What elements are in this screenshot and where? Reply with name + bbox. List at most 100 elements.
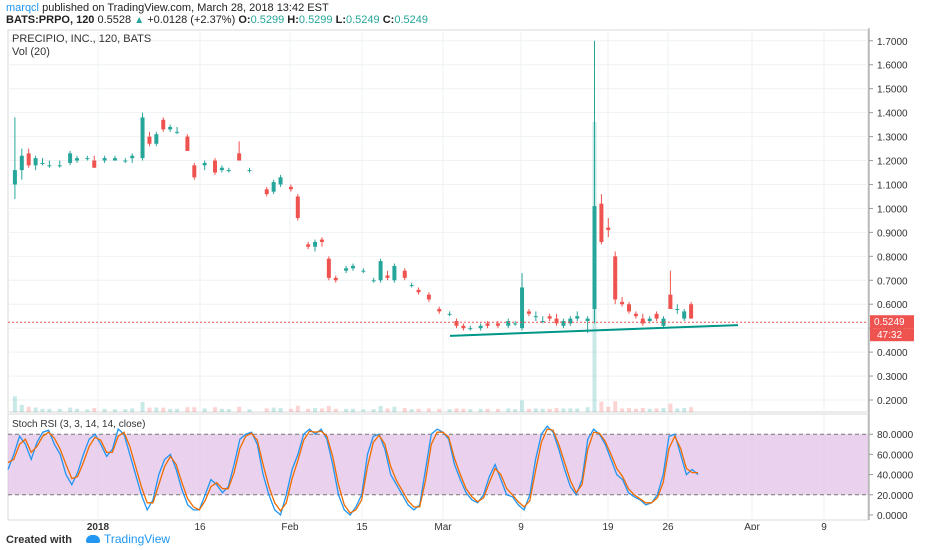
- candle-body: [19, 155, 24, 171]
- candle-body: [526, 311, 531, 314]
- time-badge-bg: [870, 328, 914, 342]
- candle-body: [130, 155, 135, 159]
- volume-bar: [40, 408, 45, 412]
- candle-body: [226, 170, 231, 172]
- candle-body: [319, 239, 324, 242]
- candle-body: [12, 170, 17, 185]
- volume-bar: [506, 408, 511, 412]
- candle-body: [392, 265, 397, 281]
- volume-bar: [278, 408, 283, 412]
- author-link[interactable]: marqcl: [6, 2, 40, 14]
- volume-bar: [175, 408, 180, 412]
- volume-bar: [485, 408, 490, 412]
- candle-body: [409, 285, 414, 287]
- volume-bar: [416, 408, 421, 412]
- volume-bar: [168, 408, 173, 412]
- candle-body: [620, 301, 625, 305]
- candle-body: [468, 328, 473, 330]
- tradingview-logo[interactable]: TradingView: [86, 532, 170, 546]
- candle-body: [454, 320, 459, 326]
- time-tick-label: 16: [194, 522, 206, 530]
- publish-line: marqcl published on TradingView.com, Mar…: [6, 2, 329, 14]
- volume-bar: [627, 408, 631, 412]
- candle-body: [606, 227, 611, 230]
- high-label: H:: [287, 14, 299, 26]
- candle-body: [123, 160, 128, 162]
- volume-bar: [633, 408, 638, 412]
- volume-bar: [75, 408, 79, 412]
- price-axis[interactable]: 1.7000 1.6000 1.5000 1.4000 1.3000 1.2000 1.10…: [868, 28, 914, 520]
- candle-body: [185, 136, 190, 151]
- candle-body: [378, 261, 383, 281]
- candle-body: [295, 196, 300, 219]
- candle-body: [33, 158, 38, 166]
- candle-body: [326, 258, 331, 278]
- rsi-tick-label: 40.0000: [877, 471, 914, 482]
- published-text: published on TradingView.com, March 28, …: [42, 2, 329, 14]
- price-tick-label: 1.5000: [877, 85, 908, 96]
- candle-body: [613, 256, 618, 300]
- candle-body: [640, 318, 645, 324]
- candle-body: [271, 182, 276, 192]
- price-tick-label: 0.6000: [877, 300, 908, 311]
- candle-body: [57, 165, 62, 167]
- close-value: 0.5249: [394, 14, 428, 26]
- volume-bar: [68, 407, 73, 412]
- candle-body: [237, 153, 242, 161]
- price-tick-label: 0.9000: [877, 228, 908, 239]
- rsi-tick-label: 20.0000: [877, 491, 914, 502]
- volume-bar: [513, 409, 518, 412]
- volume-bar: [161, 407, 166, 412]
- candle-body: [147, 136, 152, 144]
- ohlc-line: BATS:PRPO, 120 0.5528 ▲ +0.0128 (+2.37%)…: [6, 14, 428, 26]
- price-badge: 0.5249: [874, 317, 905, 328]
- candle-body: [202, 162, 207, 166]
- price-change: +0.0128 (+2.37%): [147, 14, 236, 26]
- price-tick-label: 0.2000: [877, 396, 908, 407]
- chart-area[interactable]: 1.7000 1.6000 1.5000 1.4000 1.3000 1.2000 1.10…: [0, 28, 932, 530]
- low-label: L:: [335, 14, 346, 26]
- trendline-layer[interactable]: [449, 324, 739, 337]
- volume-bar: [599, 401, 604, 412]
- time-axis[interactable]: 2018 16 Feb 15 Mar 9 19 26 Apr 9: [87, 522, 827, 530]
- volume-bar: [112, 409, 117, 412]
- candle-body: [333, 277, 338, 281]
- candle-body: [495, 323, 500, 326]
- candle-body: [554, 318, 559, 324]
- candle-body: [561, 320, 566, 326]
- price-tick-label: 0.4000: [877, 348, 908, 359]
- brand-name: TradingView: [104, 532, 171, 546]
- stoch-rsi-pane: 80.0000 60.0000 40.0000 20.0000 0.0000: [7, 425, 914, 522]
- candle-body: [92, 160, 97, 168]
- candle-body: [540, 320, 545, 322]
- volume-bar: [392, 406, 397, 412]
- volume-bar: [654, 408, 659, 412]
- low-value: 0.5249: [346, 14, 380, 26]
- candles: [8, 40, 868, 333]
- symbol-label: BATS:PRPO, 120: [6, 14, 95, 26]
- volume-bar: [102, 408, 107, 412]
- volume-bar: [606, 406, 611, 412]
- price-tick-label: 1.7000: [877, 37, 908, 48]
- time-tick-label: 15: [356, 522, 368, 530]
- candle-body: [168, 127, 173, 130]
- candle-body: [675, 309, 680, 311]
- candle-body: [85, 158, 90, 160]
- pane-title: PRECIPIO, INC., 120, BATS: [12, 33, 151, 45]
- open-value: 0.5299: [250, 14, 285, 26]
- volume-bar: [495, 408, 500, 412]
- volume-bar: [202, 408, 207, 412]
- main-grid: [7, 29, 869, 521]
- volume-bar: [47, 408, 52, 412]
- candle-body: [288, 186, 293, 190]
- volume-bar: [568, 408, 573, 412]
- volume-bar: [213, 407, 217, 412]
- candle-body: [654, 313, 659, 319]
- volume-bar: [192, 407, 197, 412]
- volume-bar: [57, 408, 62, 412]
- candle-body: [437, 309, 442, 312]
- volume-bar: [620, 408, 625, 412]
- volume-bar: [575, 408, 580, 412]
- vol-label: Vol (20): [12, 46, 50, 58]
- volume-bar: [326, 406, 331, 412]
